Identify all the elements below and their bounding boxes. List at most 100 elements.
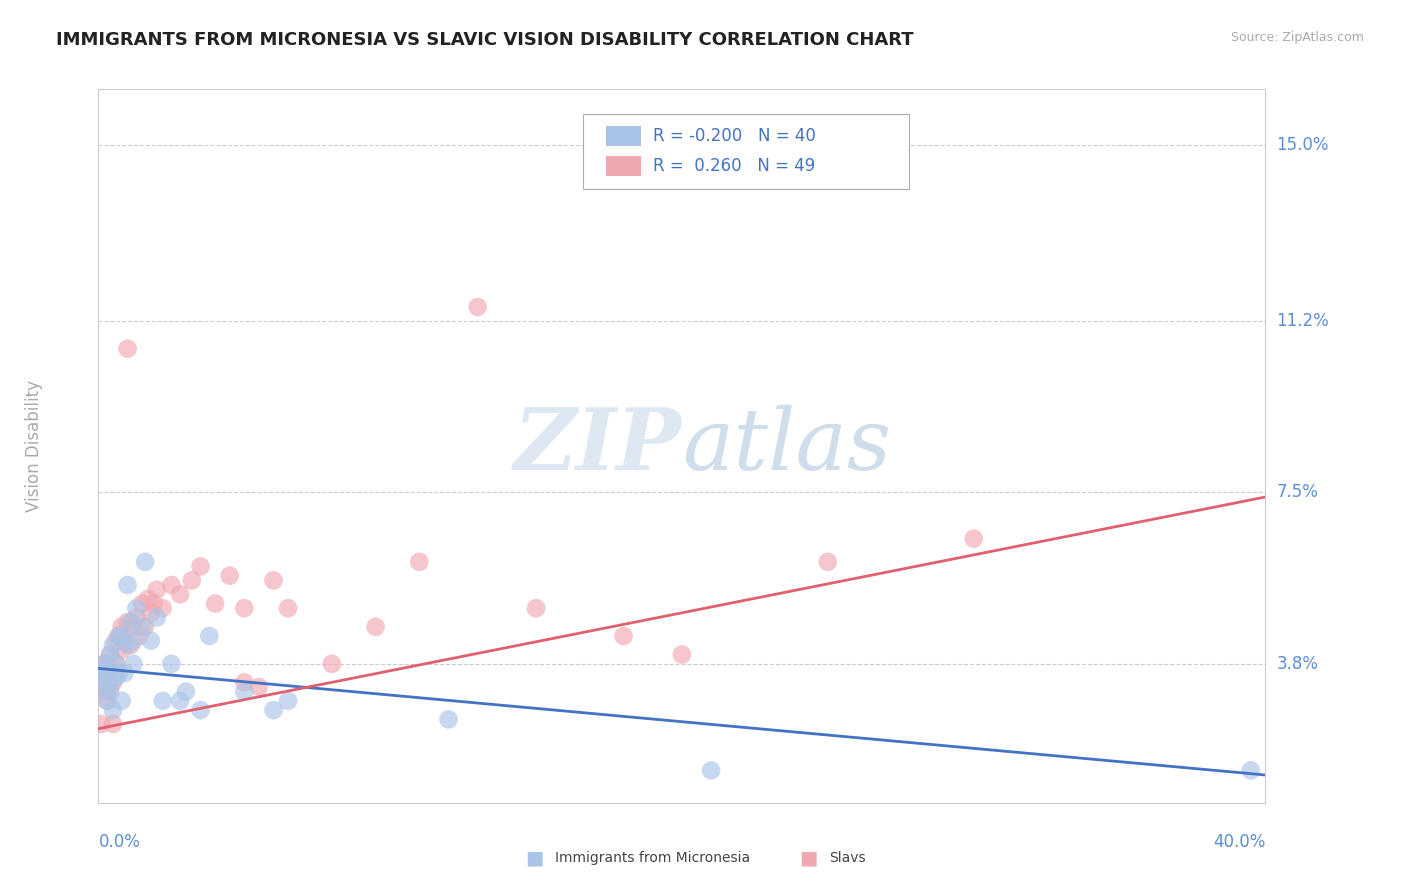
Point xyxy=(146,582,169,597)
Point xyxy=(671,648,693,662)
Point xyxy=(169,587,191,601)
Point xyxy=(277,694,299,708)
Point xyxy=(104,657,127,671)
Point xyxy=(218,568,240,582)
Point xyxy=(122,620,145,634)
Point xyxy=(233,675,256,690)
Point xyxy=(96,694,118,708)
Point xyxy=(247,680,270,694)
Point xyxy=(90,684,112,698)
Point xyxy=(101,638,124,652)
Point xyxy=(104,657,127,671)
Point xyxy=(962,532,984,546)
Point xyxy=(101,675,124,690)
Point xyxy=(524,601,547,615)
Point xyxy=(700,764,723,778)
Point xyxy=(125,610,148,624)
Point xyxy=(408,555,430,569)
Point xyxy=(233,684,256,698)
Text: 0.0%: 0.0% xyxy=(98,833,141,851)
Text: ZIP: ZIP xyxy=(515,404,682,488)
Point xyxy=(120,615,142,629)
Point xyxy=(122,657,145,671)
Text: 15.0%: 15.0% xyxy=(1277,136,1329,153)
Point xyxy=(152,601,174,615)
Point xyxy=(277,601,299,615)
Point xyxy=(117,578,139,592)
Point xyxy=(96,694,118,708)
FancyBboxPatch shape xyxy=(582,114,910,189)
Point xyxy=(160,578,183,592)
Point xyxy=(131,597,153,611)
Point xyxy=(114,666,136,681)
Point xyxy=(136,591,159,606)
Point xyxy=(174,684,197,698)
Text: atlas: atlas xyxy=(682,405,891,487)
Point xyxy=(117,342,139,356)
Text: ■: ■ xyxy=(524,848,544,868)
Point xyxy=(114,633,136,648)
Point xyxy=(108,629,131,643)
Text: 7.5%: 7.5% xyxy=(1277,483,1319,501)
Point xyxy=(180,574,202,588)
Point xyxy=(198,629,221,643)
Point xyxy=(152,694,174,708)
Text: IMMIGRANTS FROM MICRONESIA VS SLAVIC VISION DISABILITY CORRELATION CHART: IMMIGRANTS FROM MICRONESIA VS SLAVIC VIS… xyxy=(56,31,914,49)
Text: 40.0%: 40.0% xyxy=(1213,833,1265,851)
Point xyxy=(93,675,115,690)
Point xyxy=(111,694,134,708)
Text: Source: ZipAtlas.com: Source: ZipAtlas.com xyxy=(1230,31,1364,45)
Text: Immigrants from Micronesia: Immigrants from Micronesia xyxy=(555,851,751,865)
Text: ■: ■ xyxy=(799,848,818,868)
Point xyxy=(101,717,124,731)
Point xyxy=(98,648,121,662)
Point xyxy=(111,643,134,657)
Point xyxy=(111,629,134,643)
Point xyxy=(98,648,121,662)
Point xyxy=(90,661,112,675)
Point xyxy=(101,703,124,717)
Point xyxy=(90,717,112,731)
Point xyxy=(117,638,139,652)
Point xyxy=(321,657,343,671)
Text: Vision Disability: Vision Disability xyxy=(25,380,44,512)
Point xyxy=(204,597,226,611)
Point xyxy=(169,694,191,708)
Text: R = -0.200   N = 40: R = -0.200 N = 40 xyxy=(652,128,815,145)
Point xyxy=(262,574,284,588)
Point xyxy=(96,661,118,675)
Text: 3.8%: 3.8% xyxy=(1277,655,1319,673)
Point xyxy=(93,680,115,694)
Point xyxy=(128,629,150,643)
Point xyxy=(98,680,121,694)
Point xyxy=(117,615,139,629)
Text: Slavs: Slavs xyxy=(830,851,866,865)
Point xyxy=(437,712,460,726)
Point xyxy=(139,633,162,648)
Point xyxy=(1240,764,1263,778)
Point xyxy=(96,666,118,681)
Point xyxy=(120,638,142,652)
Point xyxy=(612,629,634,643)
Point xyxy=(134,620,156,634)
Point xyxy=(111,620,134,634)
Point xyxy=(108,629,131,643)
Point xyxy=(467,300,489,314)
Text: R =  0.260   N = 49: R = 0.260 N = 49 xyxy=(652,157,815,175)
Point xyxy=(134,555,156,569)
Point xyxy=(190,559,212,574)
Point xyxy=(98,684,121,698)
Point xyxy=(122,633,145,648)
Point xyxy=(817,555,839,569)
Point xyxy=(90,671,112,685)
Point xyxy=(233,601,256,615)
Point xyxy=(108,666,131,681)
Point xyxy=(104,671,127,685)
Point xyxy=(93,657,115,671)
Point xyxy=(104,633,127,648)
Point xyxy=(142,597,165,611)
Point xyxy=(160,657,183,671)
Bar xyxy=(606,127,641,146)
Point xyxy=(190,703,212,717)
Point xyxy=(131,620,153,634)
